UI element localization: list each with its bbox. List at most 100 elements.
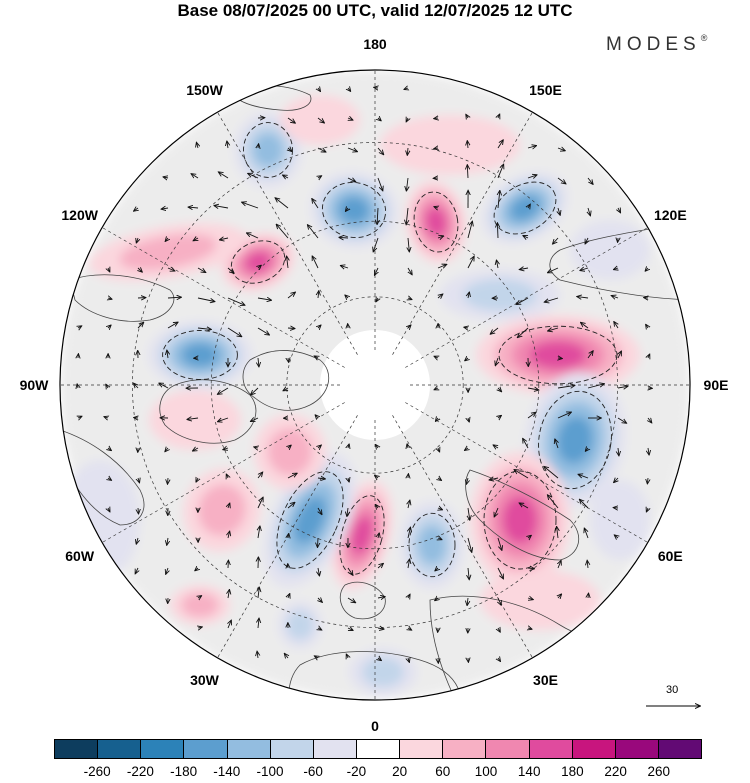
- wind-arrow-285: [558, 594, 561, 598]
- colorbar: [54, 739, 702, 759]
- wind-arrow-121: [318, 325, 321, 328]
- wind-arrow-47: [312, 199, 319, 209]
- wind-arrow-170: [218, 417, 229, 422]
- wind-arrow-103: [376, 298, 378, 302]
- contour-6: [498, 325, 618, 385]
- negative-anomaly-22: [570, 220, 650, 280]
- wind-arrow-89: [520, 268, 529, 270]
- wind-arrow-72: [553, 237, 559, 244]
- wind-arrow-12: [498, 114, 500, 118]
- wind-arrow-14: [227, 141, 228, 149]
- wind-arrow-83: [341, 266, 349, 268]
- colorbar-segment-5: [270, 740, 314, 758]
- wind-arrow-243: [258, 526, 260, 539]
- wind-arrow-229: [376, 505, 378, 508]
- wind-arrow-9: [406, 118, 408, 122]
- wind-arrow-41: [134, 208, 138, 211]
- coastline-0: [242, 350, 329, 411]
- wind-arrow-239: [136, 537, 138, 544]
- reference-vector-label: 30: [666, 684, 679, 696]
- wind-arrow-233: [494, 507, 498, 517]
- wind-arrow-161: [557, 385, 575, 388]
- wind-arrow-232: [468, 507, 470, 520]
- wind-arrow-62: [247, 233, 259, 239]
- wind-arrow-192: [407, 444, 408, 448]
- wind-arrow-18: [347, 148, 357, 152]
- wind-arrow-271: [587, 561, 588, 569]
- wind-arrow-251: [497, 537, 502, 550]
- positive-anomaly-2: [425, 207, 447, 237]
- colorbar-segment-3: [184, 740, 228, 758]
- wind-arrow-300: [285, 654, 289, 658]
- wind-arrow-116: [167, 322, 178, 329]
- wind-vectors: [77, 87, 652, 663]
- wind-arrow-34: [406, 177, 408, 191]
- wind-arrow-24: [527, 146, 536, 148]
- wind-arrow-43: [188, 207, 199, 208]
- wind-arrow-7: [348, 118, 353, 120]
- longitude-label-9: 90W: [19, 377, 49, 393]
- wind-arrow-157: [434, 388, 438, 390]
- wind-arrow-269: [527, 568, 534, 569]
- wind-arrow-127: [518, 327, 529, 337]
- wind-arrow-238: [647, 508, 649, 512]
- wind-arrow-42: [161, 208, 169, 209]
- wind-arrow-49: [377, 207, 378, 224]
- wind-arrow-264: [377, 564, 383, 569]
- wind-arrow-277: [318, 598, 322, 602]
- negative-anomaly-17: [286, 610, 314, 640]
- wind-arrow-90: [548, 267, 559, 273]
- wind-arrow-33: [377, 177, 383, 191]
- positive-anomaly-5: [119, 234, 217, 270]
- negative-anomaly-3: [510, 195, 540, 221]
- wind-arrow-70: [497, 223, 498, 239]
- positive-anomaly-23: [480, 570, 600, 630]
- wind-arrow-289: [258, 618, 259, 629]
- wind-arrow-64: [308, 225, 319, 239]
- wind-arrow-204: [196, 478, 198, 482]
- wind-arrow-57: [618, 208, 620, 213]
- wind-arrow-176: [498, 416, 501, 418]
- wind-arrow-207: [287, 473, 297, 479]
- wind-arrow-249: [438, 538, 442, 540]
- map-disc: [60, 70, 690, 700]
- wind-arrow-175: [468, 418, 469, 422]
- wind-arrow-59: [165, 238, 168, 241]
- wind-arrow-297: [498, 628, 500, 632]
- contour-7: [538, 390, 612, 490]
- wind-arrow-102: [345, 295, 348, 298]
- wind-arrow-44: [214, 206, 229, 208]
- wind-arrow-108: [516, 297, 529, 304]
- wind-arrow-252: [528, 536, 531, 539]
- wind-arrow-17: [317, 148, 326, 152]
- wind-arrow-169: [187, 418, 199, 419]
- colorbar-tick-8: 60: [435, 764, 451, 779]
- wind-arrow-37: [497, 164, 504, 179]
- wind-arrow-113: [78, 326, 82, 328]
- wind-arrow-125: [464, 327, 468, 328]
- positive-anomaly-8: [529, 341, 587, 369]
- contour-11: [276, 471, 344, 569]
- wind-arrow-77: [167, 268, 175, 271]
- wind-arrow-196: [523, 439, 529, 449]
- positive-anomaly-14: [267, 428, 313, 476]
- wind-arrow-221: [138, 507, 139, 514]
- wind-arrow-303: [378, 658, 381, 660]
- meridian-8: [102, 402, 345, 543]
- wind-arrow-39: [557, 177, 566, 184]
- colorbar-segment-11: [529, 740, 573, 758]
- wind-arrow-191: [376, 445, 378, 448]
- wind-arrow-162: [587, 384, 604, 389]
- wind-arrow-248: [408, 528, 410, 539]
- wind-arrow-218: [614, 478, 618, 482]
- wind-arrow-65: [339, 237, 349, 238]
- colorbar-tick-2: -180: [170, 764, 198, 779]
- colorbar-tick-10: 140: [517, 764, 541, 779]
- longitude-label-1: 150E: [529, 81, 562, 98]
- wind-arrow-214: [489, 478, 499, 480]
- wind-arrow-141: [434, 356, 438, 358]
- wind-arrow-115: [137, 323, 144, 329]
- wind-arrow-147: [618, 351, 621, 359]
- wind-arrow-195: [493, 445, 498, 448]
- colorbar-segment-0: [55, 740, 99, 758]
